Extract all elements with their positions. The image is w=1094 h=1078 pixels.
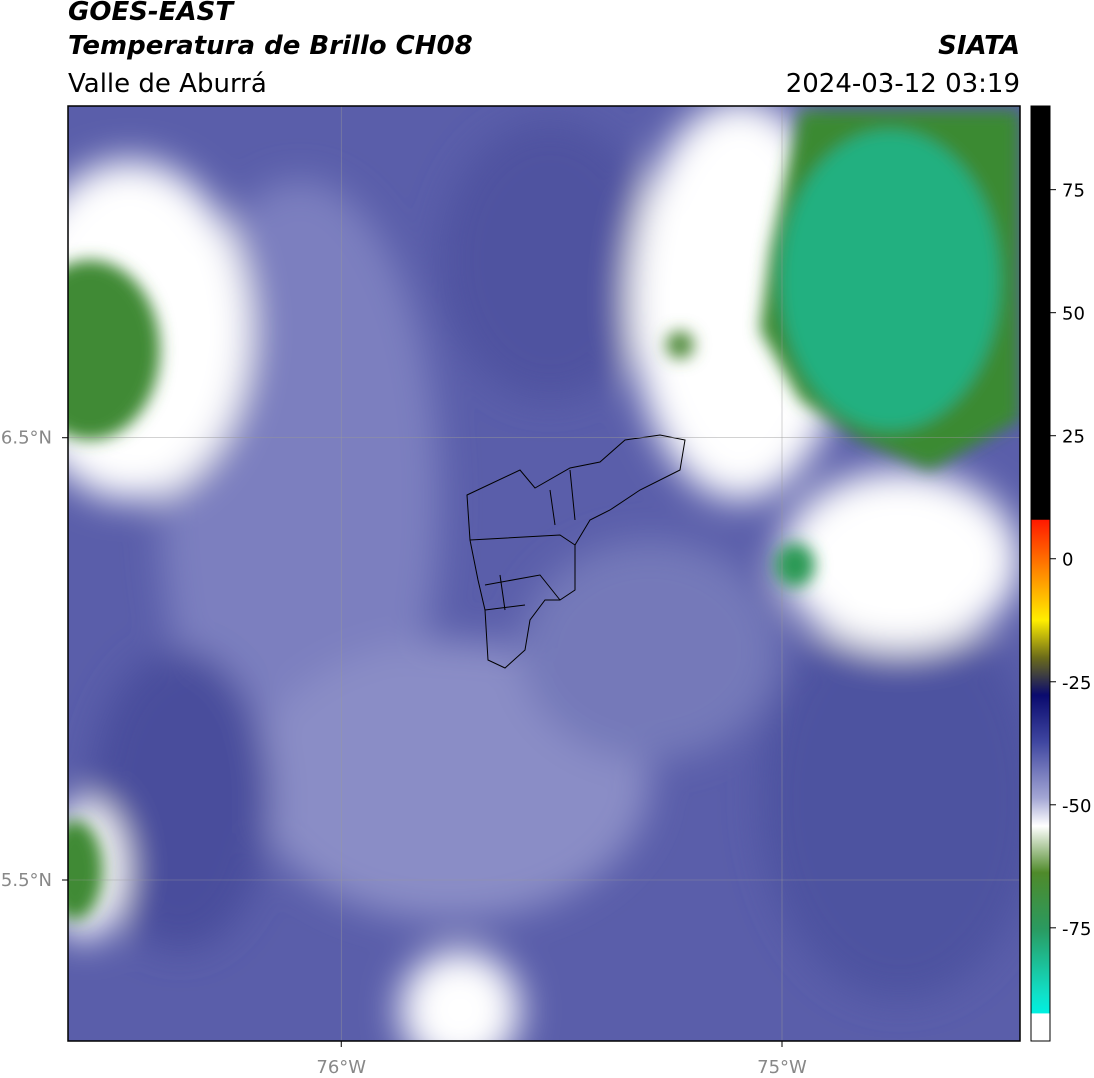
colorbar-tick-label: 0 (1062, 550, 1073, 571)
colorbar-tick-label: 25 (1062, 427, 1085, 448)
region: Valle de Aburrá (68, 69, 267, 99)
map-frame (67, 105, 1021, 1042)
map-image (68, 106, 1020, 1041)
datetime: 2024-03-12 03:19 (786, 69, 1020, 99)
lon-tick-label: 75°W (757, 1057, 807, 1078)
lat-tick-label: 5.5°N (1, 870, 52, 891)
colorbar-tick-label: 75 (1062, 181, 1085, 202)
colorbar-tick-label: -75 (1062, 919, 1091, 940)
colorbar-tick-label: -25 (1062, 673, 1091, 694)
colorbar (1030, 105, 1051, 1042)
title: GOES-EAST (68, 0, 235, 27)
colorbar-tick-label: -50 (1062, 796, 1091, 817)
colorbar-tick-label: 50 (1062, 304, 1085, 325)
lon-tick-label: 76°W (316, 1057, 366, 1078)
lat-tick-label: 6.5°N (1, 428, 52, 449)
valley-boundary (466, 434, 686, 669)
subtitle: Temperatura de Brillo CH08 (68, 31, 473, 61)
source: SIATA (938, 31, 1020, 61)
